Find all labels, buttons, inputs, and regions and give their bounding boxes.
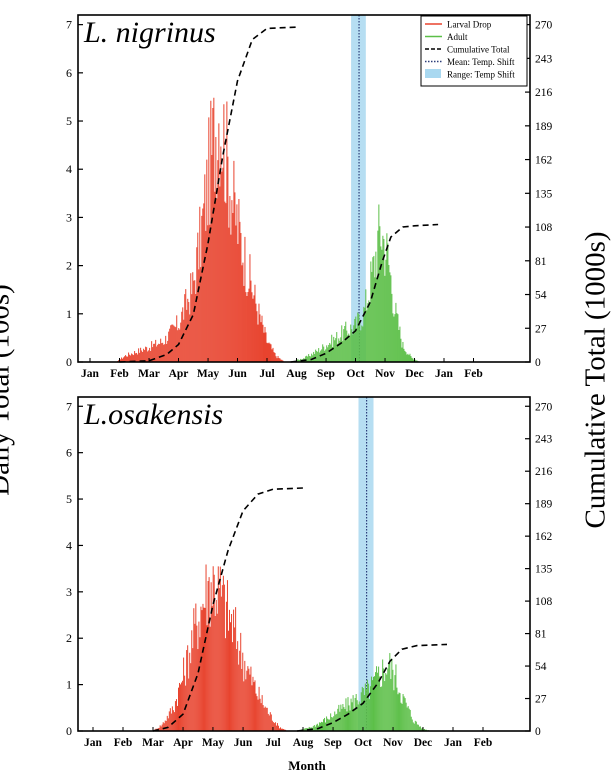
panel-1-right-tick-label: 81	[535, 256, 547, 268]
legend-label-4: Mean: Temp. Shift	[447, 57, 515, 67]
panel-2-left-tick-label: 7	[66, 399, 72, 413]
panel-2-month-label: Feb	[114, 737, 133, 749]
panel-1-month-label: Jun	[228, 368, 247, 380]
panel-2-left-tick-label: 3	[66, 585, 72, 599]
panel-2-month-label: May	[202, 737, 225, 749]
legend-label-1: Larval Drop	[447, 20, 492, 30]
panel-1-temp-shift-range	[351, 15, 366, 362]
panel-2-cumulative-line-2	[296, 643, 448, 732]
panel-1-month-label: Nov	[375, 368, 395, 380]
panel-1-title: L. nigrinus	[83, 16, 216, 49]
panel-2-month-label: Jan	[444, 737, 463, 749]
panel-1-month-label: Feb	[110, 368, 129, 380]
panel-2-right-tick-label: 0	[535, 726, 541, 738]
panel-1-right-tick-label: 0	[535, 357, 541, 369]
panel-2-left-tick-label: 1	[66, 678, 72, 692]
panel-1-plot-frame	[77, 14, 531, 363]
panel-1-right-tick-label: 243	[535, 53, 553, 65]
panel-1-right-tick-label: 108	[535, 222, 553, 234]
panel-2-month-label: Apr	[173, 737, 193, 749]
panel-1-left-tick-label: 3	[66, 210, 72, 224]
panel-1-left-tick-label: 4	[66, 162, 72, 176]
panel-1-month-label: Mar	[138, 368, 160, 380]
panel-1-larval-drop-bars	[117, 97, 285, 362]
panel-1-month-label: Jan	[81, 368, 100, 380]
panel-1-left-tick-label: 0	[66, 355, 72, 369]
panel-2-month-label: Sep	[324, 737, 342, 749]
panel-1-right-tick-label: 216	[535, 87, 553, 99]
panel-1-right-tick-label: 27	[535, 323, 547, 335]
panel-1-month-label: Feb	[464, 368, 483, 380]
panel-1-month-label: Jul	[259, 368, 274, 380]
panel-2-plot-frame	[77, 396, 531, 732]
panel-1-adult-bars	[291, 204, 421, 362]
panel-2-month-label: Oct	[354, 737, 372, 749]
panel-2-left-tick-label: 4	[66, 538, 72, 552]
panel-2-left-tick-label: 2	[66, 631, 72, 645]
legend-label-3: Cumulative Total	[447, 45, 510, 55]
panel-2-month-label: Jun	[234, 737, 253, 749]
panel-2-right-tick-label: 108	[535, 596, 553, 608]
panel-1-right-tick-label: 54	[535, 290, 547, 302]
legend-swatch-range	[425, 69, 441, 78]
panel-2-month-label: Feb	[474, 737, 493, 749]
panel-2-month-label: Nov	[383, 737, 403, 749]
panel-2-month-label: Jan	[84, 737, 103, 749]
panel-1-left-tick-label: 1	[66, 307, 72, 321]
panel-1-left-tick-label: 7	[66, 18, 72, 32]
panel-1-right-tick-label: 162	[535, 155, 553, 167]
legend-label-2: Adult	[447, 32, 468, 42]
x-axis-label: Month	[288, 758, 326, 773]
panel-2-left-tick-label: 0	[66, 724, 72, 738]
panel-2-title: L.osakensis	[83, 398, 223, 431]
panel-2-right-tick-label: 189	[535, 499, 553, 511]
panel-2-month-label: Aug	[293, 737, 314, 749]
panel-1-cumulative-line-2	[290, 223, 439, 363]
panel-1-right-tick-label: 270	[535, 20, 553, 32]
panel-2-right-tick-label: 27	[535, 694, 547, 706]
panel-1-cumulative-line-1	[119, 26, 297, 363]
panel-2-right-tick-label: 162	[535, 531, 553, 543]
panel-2-month-label: Jul	[265, 737, 280, 749]
panel-1-left-tick-label: 2	[66, 259, 72, 273]
panel-1-month-label: Sep	[317, 368, 335, 380]
panel-2-month-label: Mar	[142, 737, 164, 749]
panel-2-cumulative-line-1	[152, 487, 304, 732]
panel-1-left-tick-label: 5	[66, 114, 72, 128]
panel-1-right-tick-label: 189	[535, 121, 553, 133]
panel-1-month-label: Aug	[286, 368, 307, 380]
panel-2-temp-shift-range	[358, 397, 374, 731]
panel-1-month-label: Apr	[169, 368, 189, 380]
panel-2-month-label: Dec	[414, 737, 433, 749]
panel-2-right-tick-label: 135	[535, 564, 553, 576]
panel-2-right-tick-label: 243	[535, 434, 553, 446]
panel-2-right-tick-label: 81	[535, 629, 547, 641]
panel-2-right-tick-label: 216	[535, 466, 553, 478]
panel-1-left-tick-label: 6	[66, 66, 72, 80]
panel-1-month-label: Jan	[435, 368, 454, 380]
panel-2-left-tick-label: 5	[66, 492, 72, 506]
panel-1-month-label: Dec	[405, 368, 424, 380]
panel-2-right-tick-label: 54	[535, 661, 547, 673]
panel-1-right-tick-label: 135	[535, 188, 553, 200]
panel-1-month-label: May	[197, 368, 220, 380]
legend-label-5: Range: Temp Shift	[447, 70, 515, 80]
panel-1-month-label: Oct	[347, 368, 365, 380]
panel-2-right-tick-label: 270	[535, 401, 553, 413]
panel-2-left-tick-label: 6	[66, 446, 72, 460]
panel-2-larval-drop-bars	[153, 564, 289, 731]
